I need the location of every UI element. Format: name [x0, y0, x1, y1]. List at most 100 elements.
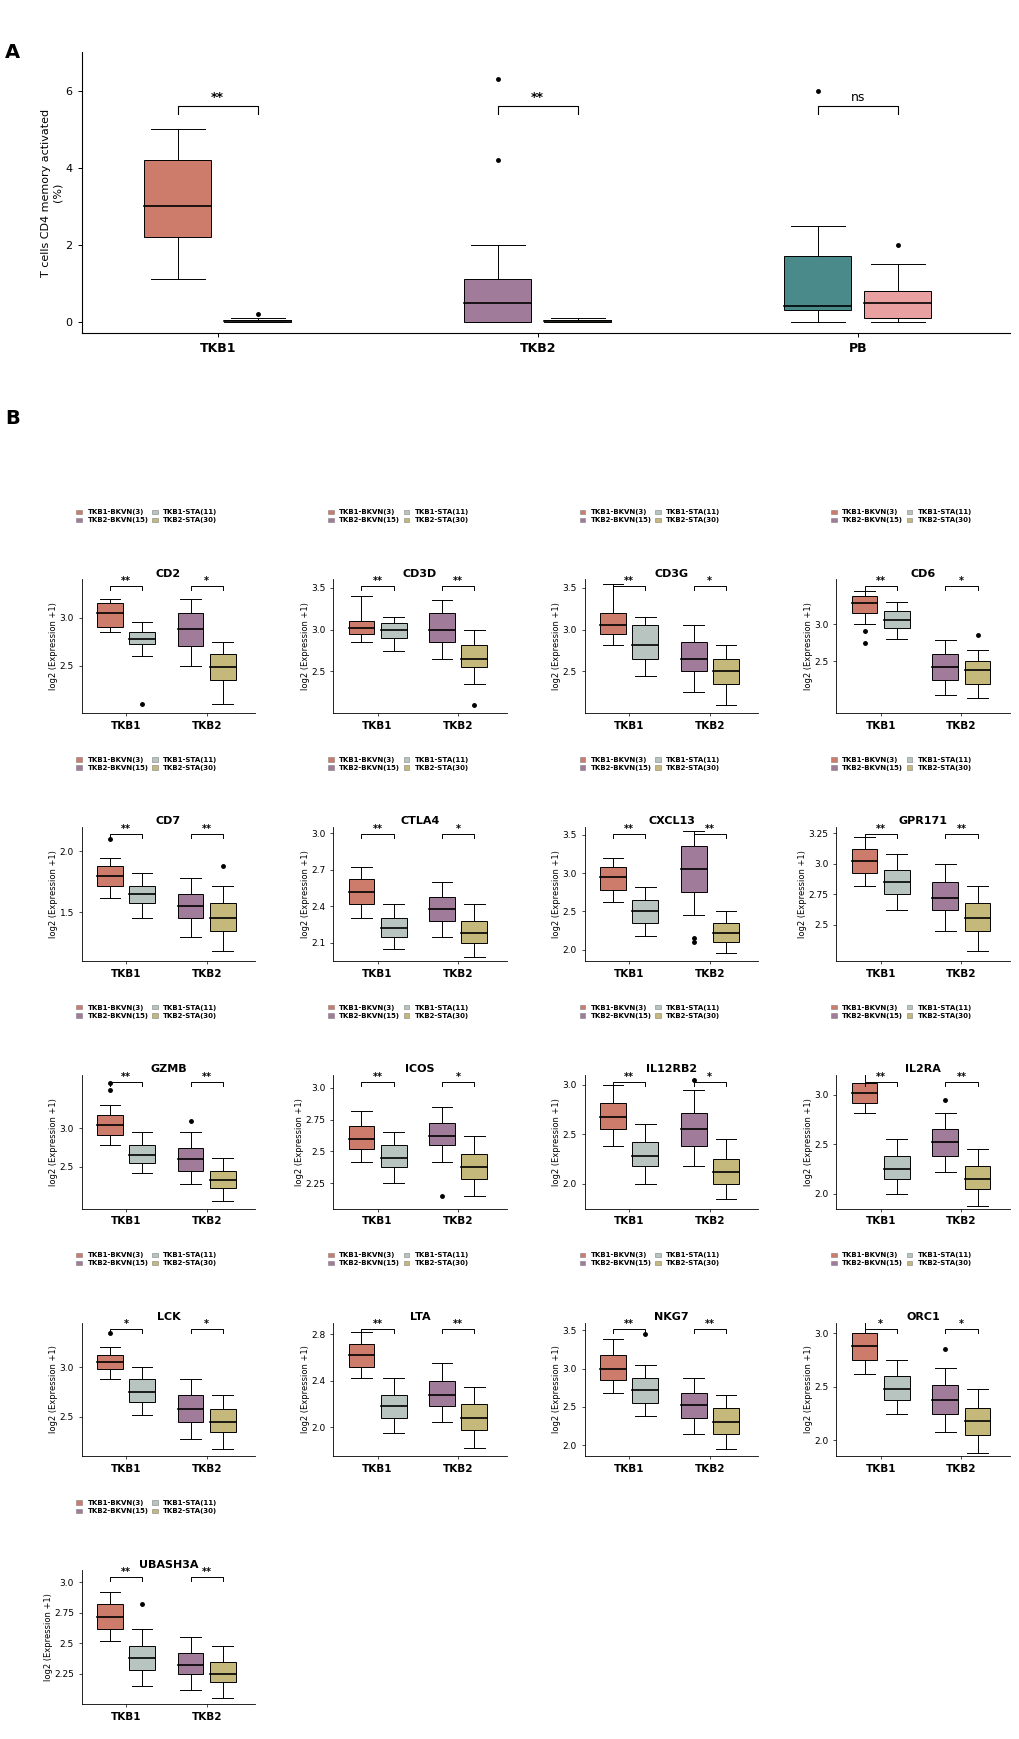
Legend: TKB1-BKVN(3), TKB2-BKVN(15), TKB1-STA(11), TKB2-STA(30): TKB1-BKVN(3), TKB2-BKVN(15), TKB1-STA(11… — [76, 510, 217, 523]
Bar — [964, 1409, 989, 1435]
Bar — [97, 1355, 122, 1369]
Bar — [883, 610, 909, 628]
Text: **: ** — [956, 1071, 965, 1082]
Bar — [964, 661, 989, 683]
Text: B: B — [5, 409, 19, 428]
Y-axis label: log2 (Expression +1): log2 (Expression +1) — [49, 1097, 58, 1186]
Bar — [129, 1645, 155, 1669]
Text: ns: ns — [850, 90, 864, 104]
Bar — [464, 280, 531, 322]
Title: GPR171: GPR171 — [898, 816, 947, 826]
Text: **: ** — [372, 824, 382, 833]
Bar — [210, 903, 235, 930]
Y-axis label: log2 (Expression +1): log2 (Expression +1) — [301, 602, 310, 690]
Bar — [863, 290, 930, 318]
Title: LCK: LCK — [156, 1311, 180, 1322]
Text: **: ** — [202, 1567, 212, 1577]
Bar — [97, 603, 122, 628]
Text: *: * — [204, 576, 209, 586]
Bar — [129, 885, 155, 903]
Legend: TKB1-BKVN(3), TKB2-BKVN(15), TKB1-STA(11), TKB2-STA(30): TKB1-BKVN(3), TKB2-BKVN(15), TKB1-STA(11… — [328, 756, 469, 770]
Text: *: * — [958, 576, 963, 586]
Text: **: ** — [372, 576, 382, 586]
Bar — [129, 631, 155, 645]
Bar — [931, 1384, 957, 1414]
Title: LTA: LTA — [410, 1311, 430, 1322]
Bar — [380, 1144, 407, 1167]
Bar — [177, 1148, 203, 1170]
Title: GZMB: GZMB — [150, 1064, 186, 1075]
Bar — [599, 868, 626, 890]
Bar — [599, 612, 626, 633]
Title: CXCL13: CXCL13 — [647, 816, 694, 826]
Text: *: * — [706, 1071, 711, 1082]
Legend: TKB1-BKVN(3), TKB2-BKVN(15), TKB1-STA(11), TKB2-STA(30): TKB1-BKVN(3), TKB2-BKVN(15), TKB1-STA(11… — [76, 1005, 217, 1019]
Bar — [461, 1403, 487, 1429]
Bar — [632, 626, 657, 659]
Title: CD6: CD6 — [910, 569, 934, 579]
Bar — [599, 1103, 626, 1129]
Bar — [210, 1661, 235, 1682]
Text: **: ** — [624, 824, 634, 833]
Text: **: ** — [624, 1320, 634, 1329]
Bar — [712, 923, 738, 943]
Title: IL12RB2: IL12RB2 — [645, 1064, 696, 1075]
Legend: TKB1-BKVN(3), TKB2-BKVN(15), TKB1-STA(11), TKB2-STA(30): TKB1-BKVN(3), TKB2-BKVN(15), TKB1-STA(11… — [579, 756, 719, 770]
Text: **: ** — [704, 1320, 714, 1329]
Y-axis label: log2 (Expression +1): log2 (Expression +1) — [49, 850, 58, 937]
Bar — [931, 1129, 957, 1156]
Text: *: * — [455, 1071, 461, 1082]
Bar — [632, 1377, 657, 1403]
Y-axis label: log2 (Expression +1): log2 (Expression +1) — [301, 1346, 310, 1433]
Title: CD2: CD2 — [156, 569, 180, 579]
Bar — [680, 1393, 706, 1419]
Y-axis label: log2 (Expression +1): log2 (Expression +1) — [552, 602, 560, 690]
Bar — [177, 1654, 203, 1673]
Bar — [712, 1409, 738, 1433]
Y-axis label: log2 (Expression +1): log2 (Expression +1) — [552, 1097, 560, 1186]
Bar — [380, 623, 407, 638]
Bar — [931, 654, 957, 680]
Text: **: ** — [372, 1071, 382, 1082]
Bar — [429, 897, 454, 922]
Bar — [97, 1605, 122, 1629]
Bar — [380, 1395, 407, 1417]
Y-axis label: log2 (Expression +1): log2 (Expression +1) — [552, 1346, 560, 1433]
Bar — [348, 1125, 374, 1149]
Bar — [177, 612, 203, 647]
Bar — [461, 1155, 487, 1179]
Bar — [224, 320, 291, 322]
Text: **: ** — [372, 1320, 382, 1329]
Title: NKG7: NKG7 — [653, 1311, 688, 1322]
Title: ICOS: ICOS — [405, 1064, 434, 1075]
Text: *: * — [706, 576, 711, 586]
Bar — [348, 880, 374, 904]
Bar — [632, 1143, 657, 1167]
Text: *: * — [123, 1320, 128, 1329]
Y-axis label: log2 (Expression +1): log2 (Expression +1) — [294, 1097, 304, 1186]
Text: **: ** — [624, 1071, 634, 1082]
Legend: TKB1-BKVN(3), TKB2-BKVN(15), TKB1-STA(11), TKB2-STA(30): TKB1-BKVN(3), TKB2-BKVN(15), TKB1-STA(11… — [830, 1005, 971, 1019]
Text: **: ** — [531, 90, 544, 104]
Bar — [144, 160, 211, 237]
Text: **: ** — [704, 824, 714, 833]
Bar — [210, 1409, 235, 1431]
Bar — [851, 849, 876, 873]
Bar — [429, 1123, 454, 1144]
Title: ORC1: ORC1 — [905, 1311, 938, 1322]
Legend: TKB1-BKVN(3), TKB2-BKVN(15), TKB1-STA(11), TKB2-STA(30): TKB1-BKVN(3), TKB2-BKVN(15), TKB1-STA(11… — [76, 1252, 217, 1266]
Text: **: ** — [875, 824, 884, 833]
Bar — [348, 621, 374, 633]
Legend: TKB1-BKVN(3), TKB2-BKVN(15), TKB1-STA(11), TKB2-STA(30): TKB1-BKVN(3), TKB2-BKVN(15), TKB1-STA(11… — [76, 756, 217, 770]
Text: *: * — [455, 824, 461, 833]
Title: CD7: CD7 — [156, 816, 180, 826]
Bar — [429, 612, 454, 642]
Y-axis label: log2 (Expression +1): log2 (Expression +1) — [301, 850, 310, 937]
Text: *: * — [958, 1320, 963, 1329]
Text: *: * — [877, 1320, 882, 1329]
Bar — [632, 899, 657, 923]
Text: **: ** — [121, 576, 130, 586]
Legend: TKB1-BKVN(3), TKB2-BKVN(15), TKB1-STA(11), TKB2-STA(30): TKB1-BKVN(3), TKB2-BKVN(15), TKB1-STA(11… — [76, 1501, 217, 1515]
Text: **: ** — [956, 824, 965, 833]
Bar — [883, 870, 909, 894]
